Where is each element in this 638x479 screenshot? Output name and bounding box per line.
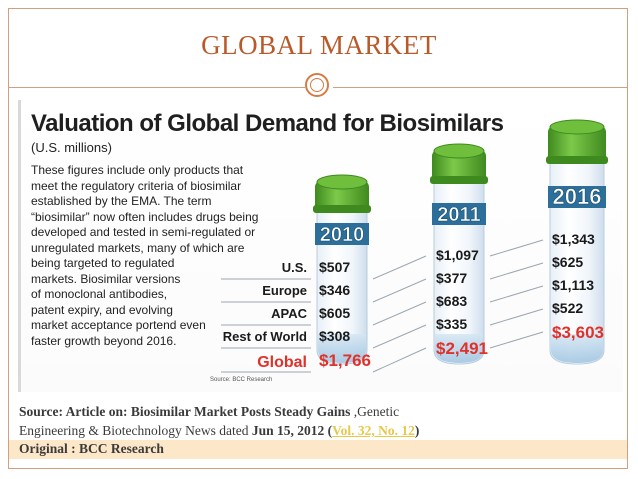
description-line: market acceptance portend even	[31, 318, 206, 332]
row-label: APAC	[271, 306, 307, 321]
leader-line	[489, 239, 544, 257]
year-band	[548, 186, 606, 208]
figure-description: These figures include only products that…	[31, 163, 269, 349]
biosimilars-chart: 2010 $507 $346 $605 $308 $1,766 2011 $1,097 $377…	[221, 119, 608, 373]
row-label: Rest of World	[223, 329, 307, 344]
footer-line1-suffix: ,Genetic	[350, 404, 400, 419]
ring-ornament-icon	[305, 73, 329, 97]
data-value-label: $308	[319, 328, 350, 344]
description-line: “biosimilar” now often includes drugs be…	[31, 209, 259, 224]
leader-line	[489, 308, 544, 326]
data-value-label: $1,766	[319, 351, 371, 370]
description-line: unregulated markets, many of which are	[31, 240, 245, 255]
data-value-label: $335	[436, 316, 467, 332]
description-line: established by the EMA. The term	[31, 194, 212, 208]
leader-line	[372, 278, 427, 303]
test-tube-liquid	[551, 334, 603, 363]
footer-source-prefix: Source: Article on:	[19, 404, 131, 419]
data-value-label: $1,097	[436, 247, 479, 263]
description-line: developed and tested in semi-regulated o…	[31, 225, 256, 239]
description-line: faster growth beyond 2016.	[31, 333, 177, 348]
leader-line	[489, 331, 544, 349]
test-tube-liquid	[435, 334, 483, 363]
slide-title: GLOBAL MARKET	[201, 30, 437, 60]
test-tube-cap-rim	[313, 205, 371, 213]
figure-source: Source: BCC Research	[210, 377, 273, 383]
data-value-label: $605	[319, 305, 350, 321]
year-label: 2011	[437, 204, 480, 226]
description-line: meet the regulatory criteria of biosimil…	[31, 178, 242, 193]
footer-paren-open: (	[324, 423, 333, 438]
test-tube-liquid	[318, 334, 366, 363]
footer-line2-prefix: Engineering & Biotechnology News dated	[19, 423, 252, 438]
data-value-label: $346	[319, 282, 350, 298]
test-tube-cap-top	[316, 174, 368, 190]
description-line: being targeted to regulated	[31, 256, 175, 270]
test-tube-cap-top	[549, 119, 605, 135]
year-label: 2016	[553, 184, 602, 209]
figure-title: Valuation of Global Demand for Biosimila…	[31, 110, 504, 137]
leader-line	[372, 324, 427, 349]
data-value-label: $1,113	[552, 277, 594, 293]
test-tube-cap	[432, 150, 486, 184]
description-line: markets. Biosimilar versions	[31, 271, 181, 286]
test-tube-cap-top	[433, 143, 485, 159]
data-value-label: $2,491	[436, 339, 488, 358]
title-rule-left	[9, 87, 305, 88]
row-label: Global	[257, 354, 307, 371]
footer-volume-link[interactable]: Vol. 32, No. 12	[332, 423, 415, 438]
year-label: 2010	[320, 224, 365, 246]
data-value-label: $625	[552, 254, 583, 270]
row-label: Europe	[262, 283, 307, 298]
year-band	[315, 223, 369, 245]
leader-line	[489, 262, 544, 280]
leader-line	[489, 285, 544, 303]
data-value-label: $1,343	[552, 231, 595, 247]
year-band	[432, 203, 486, 225]
test-tube-cap-rim	[430, 176, 488, 184]
data-value-label: $3,603	[552, 323, 604, 342]
test-tube-body	[316, 206, 368, 365]
description-line: of monoclonal antibodies,	[31, 287, 168, 301]
footer-date: Jun 15, 2012	[251, 423, 325, 438]
test-tube-cap-rim	[546, 156, 608, 164]
footer-line-2: Engineering & Biotechnology News dated J…	[19, 423, 419, 439]
leader-line	[372, 301, 427, 326]
footer-article-title: Biosimilar Market Posts Steady Gains	[130, 404, 351, 419]
figure-units: (U.S. millions)	[31, 140, 112, 155]
test-tube-body	[549, 157, 605, 365]
data-value-label: $507	[319, 259, 350, 275]
footer-original: Original : BCC Research	[19, 441, 164, 456]
description-line: These figures include only products that	[31, 163, 244, 177]
leader-line	[372, 255, 427, 280]
data-value-label: $522	[552, 300, 583, 316]
description-line: patent expiry, and evolving	[31, 302, 173, 317]
data-value-label: $683	[436, 293, 467, 309]
data-value-label: $377	[436, 270, 467, 286]
original-highlight	[9, 440, 627, 459]
slide-frame	[8, 8, 628, 469]
test-tube-cap	[548, 126, 606, 164]
row-label: U.S.	[282, 260, 307, 275]
footer-paren-close: )	[414, 423, 420, 438]
footer-line-1: Source: Article on: Biosimilar Market Po…	[19, 404, 399, 420]
leader-line	[372, 347, 427, 373]
biosimilars-figure: Valuation of Global Demand for Biosimila…	[18, 100, 623, 392]
title-rule-right	[333, 87, 627, 88]
